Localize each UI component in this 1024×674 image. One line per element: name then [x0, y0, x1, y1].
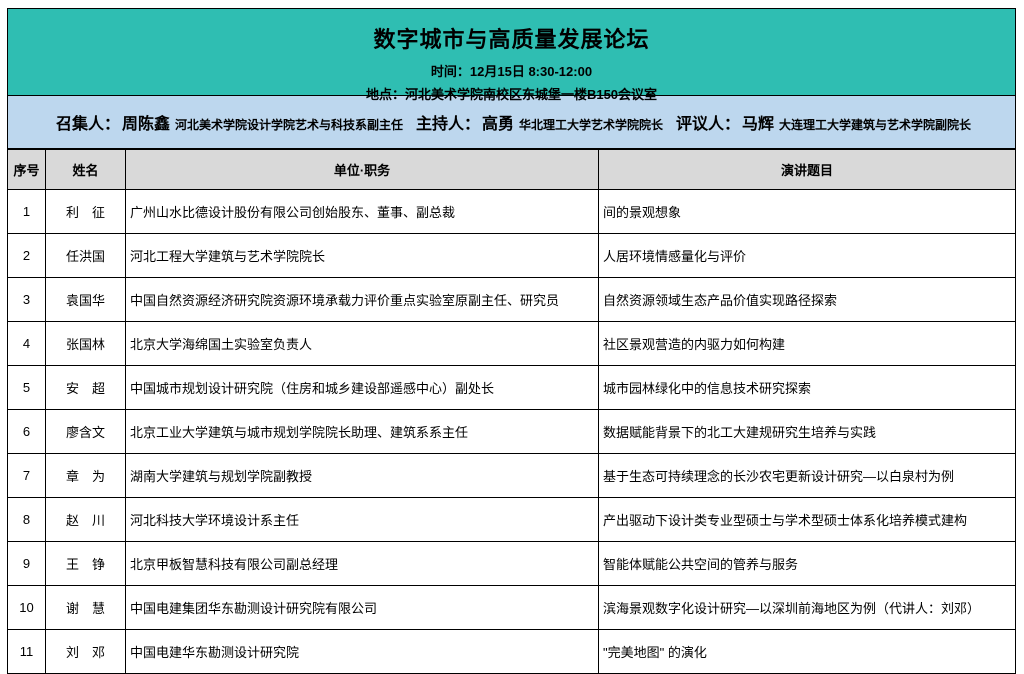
speaker-name: 安 超	[45, 365, 126, 410]
talk-topic: 社区景观营造的内驱力如何构建	[598, 321, 1016, 366]
forum-time: 时间：12月15日 8:30-12:00	[430, 64, 593, 79]
speaker-unit: 河北工程大学建筑与艺术学院院长	[125, 233, 599, 278]
speaker-name: 利 征	[45, 189, 126, 234]
reviewer: 评议人： 马辉 大连理工大学建筑与艺术学院副院长	[676, 110, 971, 134]
forum-schedule-sheet: 数字城市与高质量发展论坛 时间：12月15日 8:30-12:00 地点：河北美…	[7, 8, 1016, 674]
speaker-unit: 北京工业大学建筑与城市规划学院院长助理、建筑系系主任	[125, 409, 599, 454]
organizer-band: 召集人： 周陈鑫 河北美术学院设计学院艺术与科技系副主任 主持人： 高勇 华北理…	[7, 96, 1016, 149]
row-number: 9	[7, 541, 46, 586]
convener-name: 周陈鑫	[122, 116, 171, 133]
speaker-unit: 中国自然资源经济研究院资源环境承载力评价重点实验室原副主任、研究员	[125, 277, 599, 322]
reviewer-name: 马辉	[741, 116, 774, 133]
row-number: 3	[7, 277, 46, 322]
convener-role-label: 召集人：	[56, 116, 121, 133]
host-role-label: 主持人：	[415, 116, 480, 133]
column-header-unit: 单位·职务	[125, 149, 599, 190]
row-number: 11	[7, 629, 46, 674]
speaker-name: 章 为	[45, 453, 126, 498]
table-row: 11 刘 邓 中国电建华东勘测设计研究院 "完美地图" 的演化	[7, 629, 1016, 674]
talk-topic: 间的景观想象	[598, 189, 1016, 234]
speaker-name: 王 铮	[45, 541, 126, 586]
table-row: 6 廖含文 北京工业大学建筑与城市规划学院院长助理、建筑系系主任 数据赋能背景下…	[7, 409, 1016, 454]
row-number: 6	[7, 409, 46, 454]
table-row: 5 安 超 中国城市规划设计研究院（住房和城乡建设部遥感中心）副处长 城市园林绿…	[7, 365, 1016, 410]
talk-topic: 滨海景观数字化设计研究—以深圳前海地区为例（代讲人：刘邓）	[598, 585, 1016, 630]
convener-affiliation: 河北美术学院设计学院艺术与科技系副主任	[175, 118, 404, 132]
talk-topic: 智能体赋能公共空间的管养与服务	[598, 541, 1016, 586]
reviewer-affiliation: 大连理工大学建筑与艺术学院副院长	[778, 118, 971, 132]
table-header-row: 序号 姓名 单位·职务 演讲题目	[7, 149, 1016, 190]
speaker-unit: 广州山水比德设计股份有限公司创始股东、董事、副总裁	[125, 189, 599, 234]
row-number: 2	[7, 233, 46, 278]
column-header-name: 姓名	[45, 149, 126, 190]
column-header-topic: 演讲题目	[598, 149, 1016, 190]
table-row: 10 谢 慧 中国电建集团华东勘测设计研究院有限公司 滨海景观数字化设计研究—以…	[7, 585, 1016, 630]
table-row: 4 张国林 北京大学海绵国土实验室负责人 社区景观营造的内驱力如何构建	[7, 321, 1016, 366]
speaker-name: 谢 慧	[45, 585, 126, 630]
table-row: 8 赵 川 河北科技大学环境设计系主任 产出驱动下设计类专业型硕士与学术型硕士体…	[7, 497, 1016, 542]
talk-topic: "完美地图" 的演化	[598, 629, 1016, 674]
table-row: 7 章 为 湖南大学建筑与规划学院副教授 基于生态可持续理念的长沙农宅更新设计研…	[7, 453, 1016, 498]
speaker-schedule-table: 序号 姓名 单位·职务 演讲题目 1 利 征 广州山水比德设计股份有限公司创始股…	[7, 149, 1016, 674]
table-row: 1 利 征 广州山水比德设计股份有限公司创始股东、董事、副总裁 间的景观想象	[7, 189, 1016, 234]
row-number: 5	[7, 365, 46, 410]
convener: 召集人： 周陈鑫 河北美术学院设计学院艺术与科技系副主任	[56, 110, 403, 134]
speaker-unit: 中国城市规划设计研究院（住房和城乡建设部遥感中心）副处长	[125, 365, 599, 410]
speaker-unit: 湖南大学建筑与规划学院副教授	[125, 453, 599, 498]
table-row: 2 任洪国 河北工程大学建筑与艺术学院院长 人居环境情感量化与评价	[7, 233, 1016, 278]
speaker-unit: 中国电建华东勘测设计研究院	[125, 629, 599, 674]
column-header-no: 序号	[7, 149, 46, 190]
host-name: 高勇	[481, 116, 514, 133]
talk-topic: 人居环境情感量化与评价	[598, 233, 1016, 278]
speaker-name: 任洪国	[45, 233, 126, 278]
talk-topic: 基于生态可持续理念的长沙农宅更新设计研究—以白泉村为例	[598, 453, 1016, 498]
row-number: 1	[7, 189, 46, 234]
row-number: 8	[7, 497, 46, 542]
speaker-unit: 北京甲板智慧科技有限公司副总经理	[125, 541, 599, 586]
speaker-unit: 中国电建集团华东勘测设计研究院有限公司	[125, 585, 599, 630]
talk-topic: 城市园林绿化中的信息技术研究探索	[598, 365, 1016, 410]
talk-topic: 产出驱动下设计类专业型硕士与学术型硕士体系化培养模式建构	[598, 497, 1016, 542]
speaker-name: 刘 邓	[45, 629, 126, 674]
reviewer-role-label: 评议人：	[675, 116, 740, 133]
speaker-unit: 河北科技大学环境设计系主任	[125, 497, 599, 542]
row-number: 4	[7, 321, 46, 366]
forum-location: 地点：河北美术学院南校区东城堡一楼B150会议室	[365, 87, 658, 102]
row-number: 7	[7, 453, 46, 498]
talk-topic: 自然资源领域生态产品价值实现路径探索	[598, 277, 1016, 322]
host: 主持人： 高勇 华北理工大学艺术学院院长	[416, 110, 663, 134]
speaker-name: 袁国华	[45, 277, 126, 322]
table-row: 3 袁国华 中国自然资源经济研究院资源环境承载力评价重点实验室原副主任、研究员 …	[7, 277, 1016, 322]
table-row: 9 王 铮 北京甲板智慧科技有限公司副总经理 智能体赋能公共空间的管养与服务	[7, 541, 1016, 586]
host-affiliation: 华北理工大学艺术学院院长	[519, 118, 664, 132]
speaker-unit: 北京大学海绵国土实验室负责人	[125, 321, 599, 366]
forum-banner: 数字城市与高质量发展论坛 时间：12月15日 8:30-12:00 地点：河北美…	[7, 8, 1016, 102]
speaker-name: 赵 川	[45, 497, 126, 542]
forum-title: 数字城市与高质量发展论坛	[373, 27, 650, 52]
talk-topic: 数据赋能背景下的北工大建规研究生培养与实践	[598, 409, 1016, 454]
row-number: 10	[7, 585, 46, 630]
speaker-name: 张国林	[45, 321, 126, 366]
speaker-name: 廖含文	[45, 409, 126, 454]
